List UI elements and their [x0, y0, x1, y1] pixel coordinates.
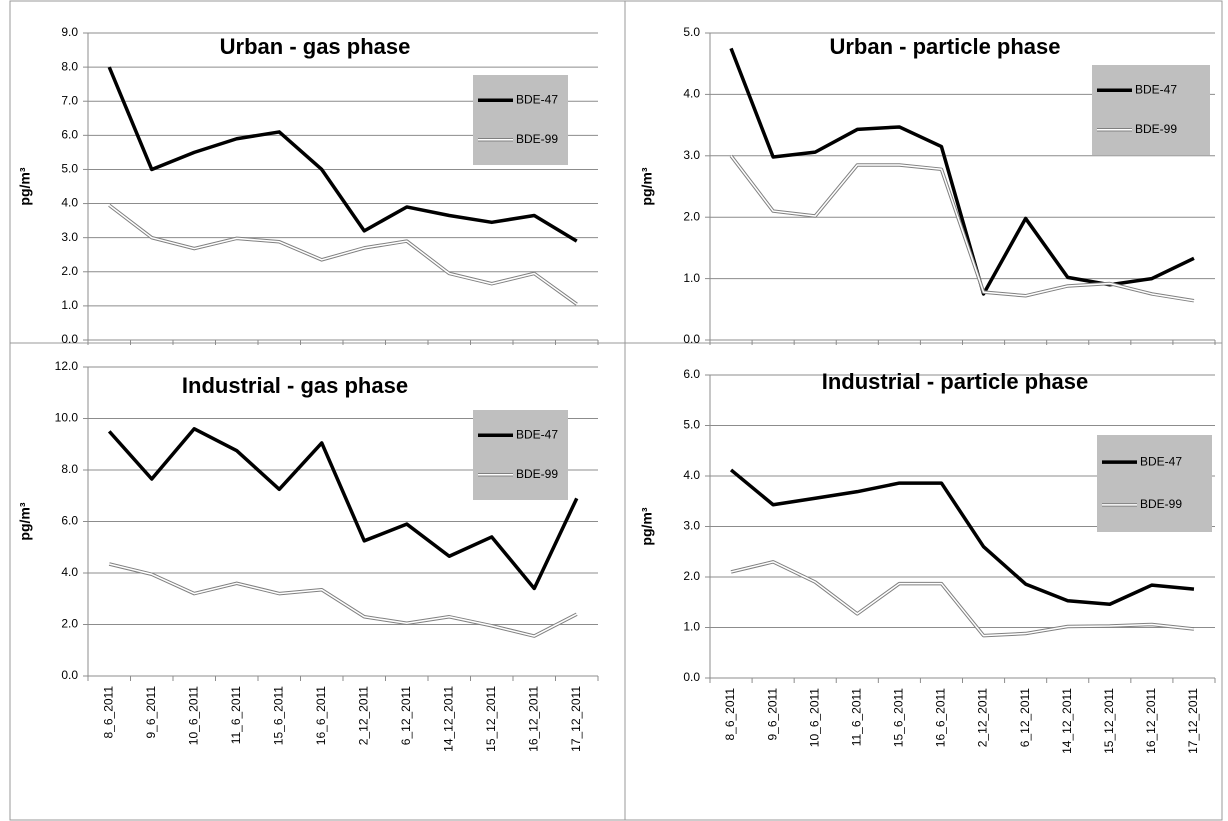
y-tick-label: 4.0: [61, 565, 78, 579]
x-tick-label: 11_6_2011: [849, 688, 863, 747]
x-tick-label: 9_6_2011: [144, 686, 158, 739]
line-series: [730, 155, 1195, 302]
x-tick-label: 14_12_2011: [1060, 688, 1074, 754]
x-tick-label: 16_6_2011: [314, 686, 328, 746]
y-tick-label: 8.0: [61, 462, 78, 476]
x-tick-label: 6_12_2011: [399, 686, 413, 746]
legend-label: BDE-99: [516, 467, 558, 481]
y-tick-label: 9.0: [61, 25, 78, 39]
x-tick-label: 17_12_2011: [569, 686, 583, 752]
y-tick-label: 5.0: [683, 418, 700, 432]
x-tick-label: 16_6_2011: [934, 688, 948, 748]
line-series: [107, 427, 579, 591]
x-tick-label: 16_12_2011: [526, 686, 540, 752]
x-tick-label: 9_6_2011: [765, 688, 779, 741]
legend-label: BDE-99: [1140, 497, 1182, 511]
line-series-outline: [108, 562, 578, 638]
x-tick-label: 2_12_2011: [976, 688, 990, 748]
x-tick-label: 16_12_2011: [1144, 688, 1158, 754]
y-tick-label: 10.0: [55, 411, 79, 425]
line-series: [107, 66, 578, 243]
legend-box: [1092, 65, 1210, 155]
legend-label: BDE-47: [1135, 82, 1177, 96]
y-tick-label: 1.0: [61, 298, 78, 312]
legend-label: BDE-99: [1135, 122, 1177, 136]
x-tick-label: 2_12_2011: [356, 686, 370, 746]
y-tick-label: 2.0: [61, 617, 78, 631]
y-tick-label: 3.0: [683, 519, 700, 533]
x-tick-label: 15_12_2011: [1102, 688, 1116, 754]
legend-label: BDE-47: [516, 92, 558, 106]
x-tick-label: 8_6_2011: [101, 686, 115, 739]
line-series: [108, 204, 578, 305]
y-tick-label: 7.0: [61, 93, 78, 107]
line-series: [109, 563, 578, 637]
x-tick-label: 10_6_2011: [186, 686, 200, 746]
y-axis-label: pg/m³: [17, 167, 33, 205]
chart-title: Industrial - particle phase: [822, 369, 1089, 394]
chart-title: Industrial - gas phase: [182, 373, 408, 398]
y-tick-label: 5.0: [61, 162, 78, 176]
x-tick-label: 6_12_2011: [1018, 688, 1032, 748]
y-tick-label: 0.0: [683, 670, 700, 684]
x-tick-label: 15_12_2011: [484, 686, 498, 752]
y-tick-label: 5.0: [683, 25, 700, 39]
y-tick-label: 2.0: [683, 569, 700, 583]
y-tick-label: 0.0: [61, 668, 78, 682]
y-tick-label: 8.0: [61, 59, 78, 73]
line-series: [730, 561, 1195, 637]
y-tick-label: 4.0: [61, 196, 78, 210]
line-series: [729, 468, 1195, 607]
legend-label: BDE-99: [516, 132, 558, 146]
chart-title: Urban - gas phase: [220, 34, 411, 59]
y-tick-label: 6.0: [61, 128, 78, 142]
legend-box: [473, 75, 568, 165]
y-tick-label: 12.0: [55, 359, 79, 373]
legend-box: [1097, 435, 1212, 532]
frame: [9, 0, 1223, 821]
y-tick-label: 0.0: [683, 332, 700, 346]
y-tick-label: 2.0: [61, 264, 78, 278]
y-tick-label: 1.0: [683, 271, 700, 285]
x-tick-label: 11_6_2011: [229, 686, 243, 745]
x-tick-label: 15_6_2011: [271, 686, 285, 746]
y-tick-label: 1.0: [683, 620, 700, 634]
y-tick-label: 3.0: [61, 230, 78, 244]
y-tick-label: 4.0: [683, 468, 700, 482]
x-tick-label: 10_6_2011: [807, 688, 821, 748]
y-axis-label: pg/m³: [17, 502, 33, 540]
y-tick-label: 4.0: [683, 87, 700, 101]
x-tick-label: 15_6_2011: [892, 688, 906, 748]
legend-box: [473, 410, 568, 500]
y-tick-label: 0.0: [61, 332, 78, 346]
chart-title: Urban - particle phase: [829, 34, 1060, 59]
legend-label: BDE-47: [516, 427, 558, 441]
legend-label: BDE-47: [1140, 454, 1182, 468]
x-tick-label: 17_12_2011: [1186, 688, 1200, 754]
y-tick-label: 6.0: [61, 514, 78, 528]
y-axis-label: pg/m³: [639, 167, 655, 205]
y-tick-label: 2.0: [683, 209, 700, 223]
x-tick-label: 8_6_2011: [723, 688, 737, 741]
y-tick-label: 3.0: [683, 148, 700, 162]
y-tick-label: 6.0: [683, 367, 700, 381]
x-tick-label: 14_12_2011: [441, 686, 455, 752]
y-axis-label: pg/m³: [639, 507, 655, 545]
